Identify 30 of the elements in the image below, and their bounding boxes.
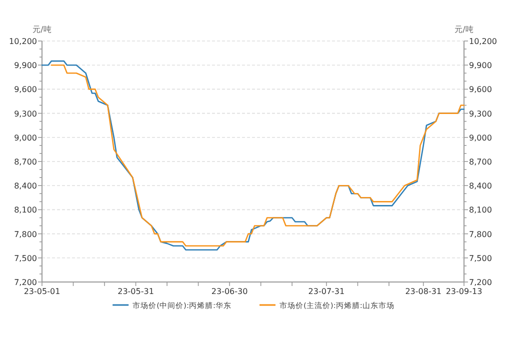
y2-axis-title: 元/吨 [454,25,474,34]
y-tick-label: 9,000 [14,133,37,142]
x-tick-label: 23-06-30 [211,287,248,296]
y2-tick-label: 9,300 [469,109,492,118]
y-tick-label: 8,400 [14,182,37,191]
y2-tick-label: 8,100 [469,206,492,215]
x-tick-label: 23-08-31 [405,287,442,296]
y2-tick-label: 8,700 [469,158,492,166]
y-tick-label: 9,900 [14,61,37,70]
y2-tick-label: 7,200 [469,278,492,287]
y-tick-label: 9,600 [14,85,37,94]
y2-tick-label: 8,400 [469,182,492,191]
y-tick-label: 7,500 [14,254,37,263]
y-tick-label: 8,100 [14,206,37,215]
y-tick-label: 10,200 [9,37,37,46]
y-tick-label: 9,300 [14,109,37,118]
y2-tick-label: 9,900 [469,61,492,70]
y-tick-label: 7,200 [14,278,37,287]
x-tick-label: 23-05-01 [24,287,60,296]
x-tick-label: 23-09-13 [446,287,482,296]
y2-tick-label: 7,500 [469,254,492,263]
x-tick-label: 23-07-31 [308,287,345,296]
y-tick-label: 7,800 [14,230,37,239]
y2-tick-label: 9,600 [469,85,492,94]
y2-tick-label: 9,000 [469,133,492,142]
y2-tick-label: 10,200 [469,37,497,46]
y2-tick-label: 7,800 [469,230,492,239]
y-axis-title: 元/吨 [32,25,52,34]
y-tick-label: 8,700 [14,158,37,166]
x-tick-label: 23-05-31 [118,287,154,296]
